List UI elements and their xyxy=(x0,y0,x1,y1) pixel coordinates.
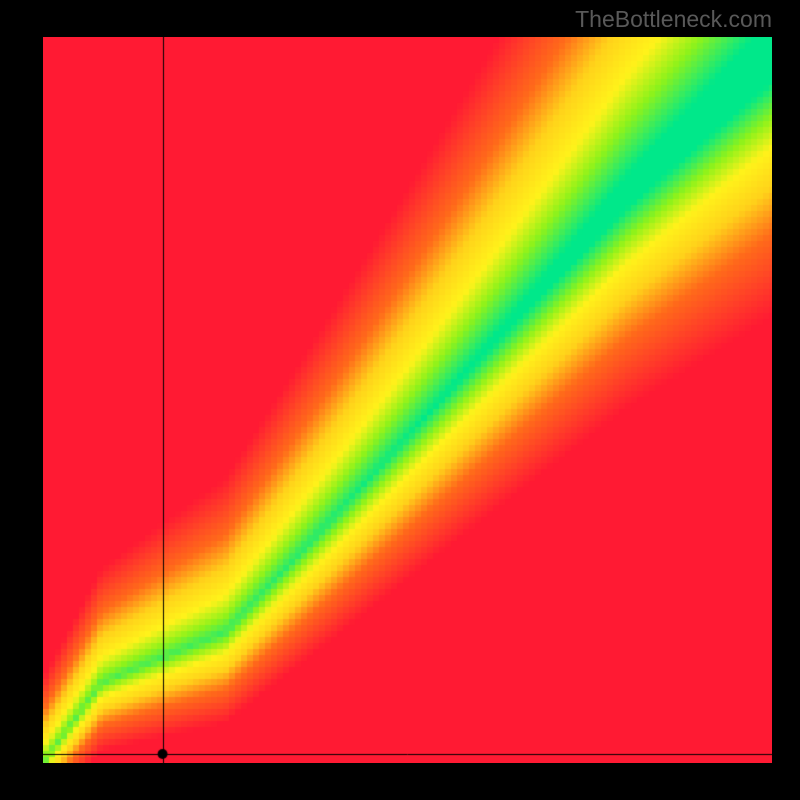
chart-container: TheBottleneck.com xyxy=(0,0,800,800)
watermark-text: TheBottleneck.com xyxy=(575,6,772,33)
crosshair-overlay xyxy=(43,37,772,763)
